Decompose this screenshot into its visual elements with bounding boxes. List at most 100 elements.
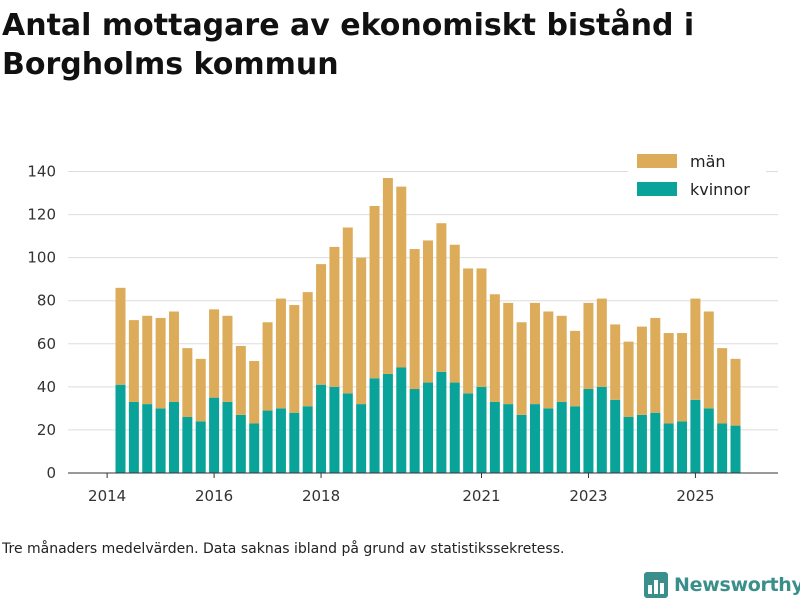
bar-man [168,311,179,402]
y-tick-label: 60 [37,335,56,353]
bar-man [623,341,634,418]
bar-man [396,186,407,368]
bar-kvinnor [636,414,647,473]
bar-man [289,305,300,413]
chart-title: Antal mottagare av ekonomiskt bistånd i … [2,8,695,82]
bar-man [249,361,260,424]
bar-man [222,315,233,402]
bar-kvinnor [409,389,420,473]
bar-kvinnor [222,401,233,473]
axes: 0 20 40 60 80 100 120 140 2014 2016 2018 2021 2023 20… [27,163,778,505]
brand-name: Newsworthy [674,574,800,596]
bar-kvinnor [342,393,353,473]
bar-man [409,249,420,390]
bar-man [516,322,527,415]
bar-man [650,317,661,413]
bar-kvinnor [516,414,527,473]
bar-man [342,227,353,394]
bar-kvinnor [289,412,300,473]
bar-kvinnor [650,412,661,473]
bar-man [329,246,340,387]
bars [115,177,741,473]
bar-man [583,302,594,390]
bar-kvinnor [677,421,688,473]
bar-kvinnor [570,406,581,473]
x-tick-label: 2014 [88,487,126,505]
bar-kvinnor [142,404,153,473]
bar-man [570,330,581,407]
bar-man [182,348,193,418]
bar-man [556,315,567,402]
bar-man [690,298,701,400]
x-tick-label: 2025 [676,487,714,505]
y-tick-label: 40 [37,378,56,396]
bar-man [489,294,500,402]
bar-man [730,358,741,426]
bar-kvinnor [476,386,487,473]
bar-kvinnor [195,421,206,473]
bar-kvinnor [235,414,246,473]
bar-kvinnor [690,399,701,473]
bar-man [436,223,447,372]
bar-man [235,345,246,415]
bar-chart-logo-icon [644,572,668,598]
bar-kvinnor [596,386,607,473]
legend-label-kvinnor: kvinnor [690,180,750,199]
bar-kvinnor [275,408,286,473]
y-tick-label: 120 [27,206,56,224]
brand-logo[interactable]: Newsworthy [644,570,800,600]
bar-kvinnor [356,404,367,473]
bar-man [610,324,621,400]
bar-man [463,268,474,394]
bar-man [356,257,367,405]
bar-kvinnor [182,417,193,473]
bar-kvinnor [423,382,434,473]
bar-kvinnor [436,371,447,473]
y-tick-label: 20 [37,421,56,439]
bar-man [128,320,139,402]
bar-man [316,264,327,385]
bar-man [543,311,554,409]
bar-kvinnor [369,378,380,473]
bar-kvinnor [449,382,460,473]
bar-man [703,311,714,409]
bar-man [155,317,166,409]
y-tick-label: 100 [27,249,56,267]
bar-kvinnor [155,408,166,473]
bar-kvinnor [556,401,567,473]
y-tick-label: 140 [27,163,56,181]
bar-kvinnor [209,397,220,473]
footnote: Tre månaders medelvärden. Data saknas ib… [2,541,565,557]
x-tick-label: 2016 [195,487,233,505]
bar-man [423,240,434,383]
bar-man [142,315,153,405]
bar-man [663,333,674,424]
legend: män kvinnor [628,148,766,206]
bar-kvinnor [168,401,179,473]
bar-kvinnor [249,423,260,473]
bar-man [449,244,460,383]
bar-kvinnor [316,384,327,473]
bar-kvinnor [463,393,474,473]
bar-kvinnor [396,367,407,473]
bar-kvinnor [543,408,554,473]
bar-man [596,298,607,387]
bar-man [382,177,393,374]
bar-man [529,302,540,405]
bar-kvinnor [730,425,741,473]
bar-kvinnor [489,401,500,473]
stacked-bar-chart: 0 20 40 60 80 100 120 140 2014 2016 2018 2021 2023 20… [27,148,778,505]
bar-kvinnor [302,406,313,473]
bar-man [503,302,514,405]
bar-man [209,309,220,398]
bar-man [677,333,688,422]
bar-kvinnor [329,386,340,473]
bar-kvinnor [610,399,621,473]
bar-man [369,205,380,379]
bar-kvinnor [382,373,393,473]
bar-kvinnor [128,401,139,473]
legend-label-man: män [690,152,726,171]
bar-kvinnor [583,389,594,473]
bar-kvinnor [717,423,728,473]
bar-man [275,298,286,409]
